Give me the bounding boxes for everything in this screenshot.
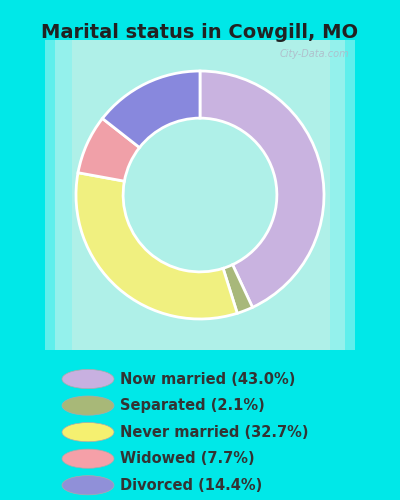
Wedge shape xyxy=(200,71,324,308)
Text: Widowed (7.7%): Widowed (7.7%) xyxy=(120,451,255,466)
Text: Now married (43.0%): Now married (43.0%) xyxy=(120,372,295,386)
Circle shape xyxy=(62,370,114,388)
Wedge shape xyxy=(102,71,200,148)
Text: City-Data.com: City-Data.com xyxy=(279,50,349,59)
Bar xyxy=(72,34,330,356)
Wedge shape xyxy=(78,118,140,181)
Circle shape xyxy=(62,476,114,495)
Text: Separated (2.1%): Separated (2.1%) xyxy=(120,398,265,413)
Text: Divorced (14.4%): Divorced (14.4%) xyxy=(120,478,262,493)
Wedge shape xyxy=(76,172,237,319)
Circle shape xyxy=(62,449,114,468)
Wedge shape xyxy=(223,264,252,314)
Circle shape xyxy=(62,422,114,442)
Text: Never married (32.7%): Never married (32.7%) xyxy=(120,424,308,440)
Circle shape xyxy=(62,396,114,415)
Text: Marital status in Cowgill, MO: Marital status in Cowgill, MO xyxy=(42,22,358,42)
